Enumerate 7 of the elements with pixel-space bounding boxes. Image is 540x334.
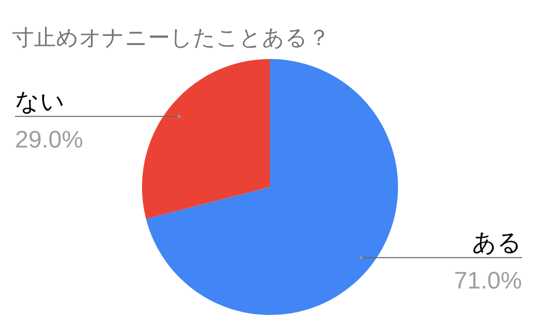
data-label: 71.0% [454, 268, 522, 295]
chart-title: 寸止めオナニーしたことある？ [12, 25, 330, 50]
pie-slice [146, 59, 398, 315]
data-label: 29.0% [15, 126, 84, 154]
slice-label: ない [15, 88, 65, 116]
slice-label: ある [472, 230, 522, 257]
pie-slice [142, 59, 270, 219]
